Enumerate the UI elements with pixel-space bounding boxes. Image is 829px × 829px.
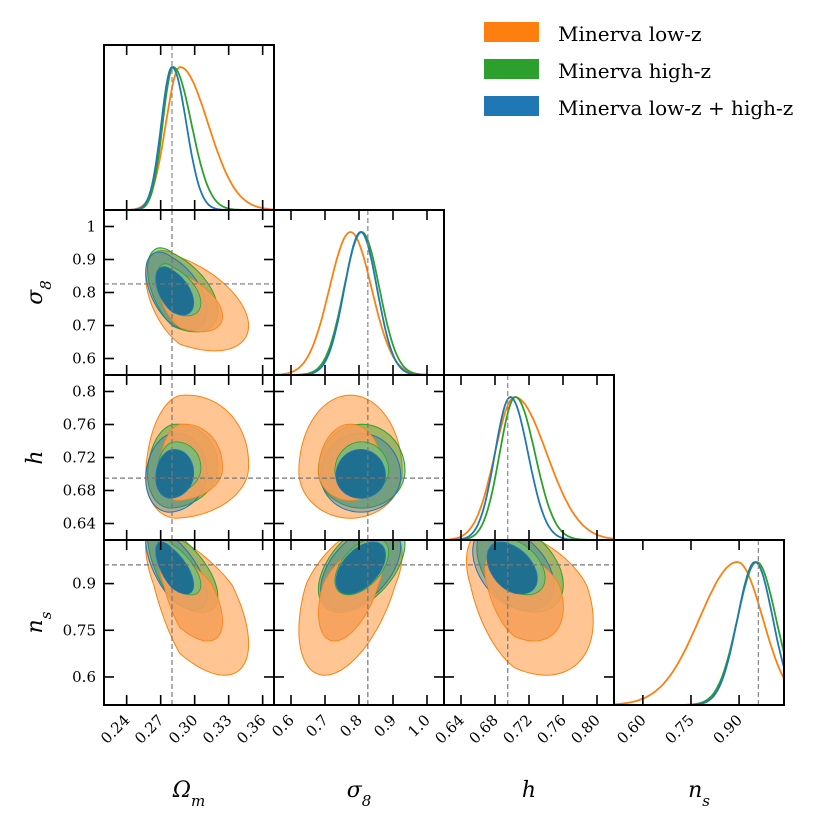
x-axis-label-ns: ns	[688, 778, 710, 810]
x-tick-label-s8: 0.8	[336, 711, 366, 741]
legend-swatch-high-z	[484, 59, 539, 79]
contour-68-Om-ns-2	[155, 541, 195, 595]
panel-Om-h: 0.64 0.68 0.72 0.76 0.8	[63, 374, 275, 541]
panel-Om-ns: 0.240.270.300.330.36 0.6 0.75 0.9	[63, 539, 275, 747]
x-tick-label-Om: 0.24	[97, 711, 133, 747]
y-tick-label-h: 0.76	[63, 416, 96, 434]
legend-label-combined: Minerva low-z + high-z	[558, 96, 793, 120]
y-tick-label-h: 0.8	[72, 383, 96, 401]
x-tick-label-h: 0.64	[431, 711, 467, 747]
x-tick-label-Om: 0.33	[199, 711, 235, 747]
panel-s8-h	[273, 374, 445, 541]
y-tick-label-h: 0.72	[63, 449, 96, 467]
x-tick-label-h: 0.68	[465, 711, 501, 747]
marginal-line-s8-1	[274, 231, 444, 375]
panel-h-ns: 0.640.680.720.760.80	[431, 539, 615, 747]
y-tick-label-s8: 0.9	[72, 251, 96, 269]
marginal-line-h-1	[444, 396, 614, 540]
legend-label-high-z: Minerva high-z	[558, 59, 711, 83]
y-tick-label-s8: 0.6	[72, 350, 96, 368]
panel-h-h	[443, 374, 615, 541]
y-axis-label-s8: σ8	[23, 280, 55, 305]
x-tick-label-ns: 0.90	[710, 711, 746, 747]
x-tick-label-ns: 0.60	[613, 711, 649, 747]
x-tick-label-ns: 0.75	[661, 711, 697, 747]
legend-swatch-low-z	[484, 22, 539, 42]
x-tick-label-Om: 0.36	[233, 711, 269, 747]
x-axis-label-Om: Ωm	[172, 778, 205, 810]
legend-swatch-combined	[484, 96, 539, 116]
marginal-line-h-2	[444, 396, 614, 540]
contour-68-s8-h-2	[335, 448, 386, 499]
panel-frame	[613, 539, 785, 706]
contour-68-h-ns-2	[486, 541, 538, 595]
marginal-line-s8-2	[274, 231, 444, 375]
y-tick-label-ns: 0.75	[63, 621, 96, 639]
x-tick-label-h: 0.72	[499, 711, 535, 747]
panel-s8-s8	[273, 209, 445, 376]
x-tick-label-Om: 0.30	[165, 711, 201, 747]
panel-s8-ns: 0.6 0.7 0.8 0.9 1.0	[268, 539, 445, 741]
marginal-line-h-0	[444, 396, 614, 540]
x-tick-label-s8: 0.7	[302, 711, 332, 741]
legend-label-low-z: Minerva low-z	[558, 22, 702, 46]
marginal-line-Om-2	[104, 65, 274, 210]
panel-frame	[103, 44, 275, 211]
y-axis-label-h: h	[23, 450, 48, 464]
contour-68-s8-ns-2	[335, 541, 386, 595]
panel-ns-ns: 0.60 0.75 0.90	[613, 539, 785, 747]
x-axis-label-s8: σ8	[347, 778, 372, 810]
panel-Om-s8: 0.6 0.7 0.8 0.9 1	[72, 209, 275, 376]
x-tick-label-h: 0.80	[567, 711, 603, 747]
y-tick-label-h: 0.68	[63, 482, 96, 500]
x-axis-label-h: h	[522, 778, 536, 803]
legend: Minerva low-z Minerva high-z Minerva low…	[484, 22, 793, 120]
y-tick-label-s8: 0.8	[72, 284, 96, 302]
x-tick-label-s8: 0.9	[370, 711, 400, 741]
y-tick-label-s8: 0.7	[72, 317, 96, 335]
y-tick-label-s8: 1	[86, 218, 96, 236]
y-tick-label-ns: 0.6	[72, 668, 96, 686]
x-tick-label-h: 0.76	[533, 711, 569, 747]
y-tick-label-h: 0.64	[63, 515, 96, 533]
x-tick-label-Om: 0.27	[131, 711, 167, 747]
panel-Om-Om	[103, 44, 275, 211]
contour-68-Om-s8-2	[155, 266, 195, 316]
x-tick-label-s8: 0.6	[268, 711, 298, 741]
marginal-line-s8-0	[274, 231, 444, 375]
y-axis-label-ns: ns	[23, 611, 55, 633]
y-tick-label-ns: 0.9	[72, 575, 96, 593]
x-tick-label-s8: 1.0	[404, 711, 434, 741]
